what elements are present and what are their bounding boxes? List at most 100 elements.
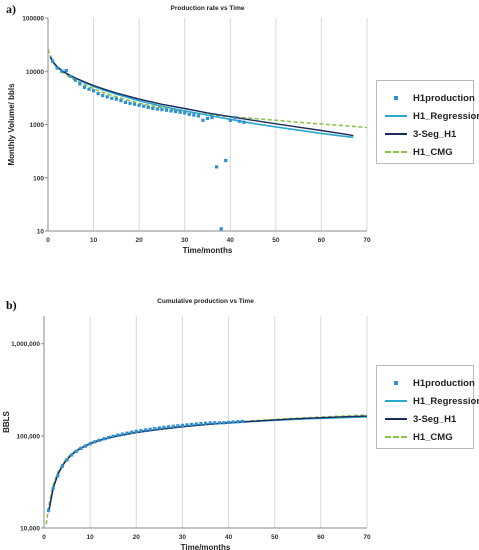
- x-tick-label-0: 0: [46, 237, 50, 244]
- point-h1production-34: [203, 421, 208, 425]
- production-rate-chart: 0 10 20 30 40 50 60 7010100100010000100000Produ…: [7, 5, 371, 255]
- series-line-h1-cmg: [47, 48, 368, 129]
- x-tick-label-0: 0: [42, 534, 46, 541]
- point-h1production-10: [93, 440, 97, 444]
- x-tick-label-2: 20: [136, 237, 144, 244]
- point-h1production-40: [231, 420, 235, 424]
- point-h1production-6: [78, 82, 82, 86]
- point-h1production-14: [114, 97, 118, 101]
- x-tick-label-3: 30: [181, 237, 189, 244]
- legend-b-marker-icon: [385, 377, 407, 389]
- legend-a-marker-icon: [385, 92, 407, 104]
- point-h1production-24: [157, 426, 161, 430]
- point-h1production-16: [123, 100, 128, 105]
- x-tick-label-4: 40: [227, 237, 235, 244]
- series-line-h1-regression: [49, 56, 354, 139]
- legend-b-item-cmg: H1_CMG: [377, 428, 453, 446]
- y-tick-label-1: 100,000: [17, 433, 41, 440]
- point-h1production-1: [51, 486, 55, 490]
- x-axis-label: Time/months: [183, 246, 233, 255]
- y-tick-label-1: 100: [33, 175, 44, 182]
- point-h1production-0: [47, 508, 51, 513]
- point-h1production-29: [180, 423, 185, 427]
- point-h1production-32: [196, 114, 200, 118]
- point-h1production-7: [79, 446, 83, 451]
- point-h1production-12: [102, 437, 106, 441]
- point-h1production-13: [110, 96, 114, 100]
- x-tick-label-7: 70: [363, 237, 371, 244]
- legend-b: H1production H1_Regression 3-Seg_H1 H1_C…: [376, 365, 479, 449]
- panel-label-b: b): [6, 298, 17, 312]
- point-h1production-7: [82, 85, 87, 89]
- point-h1production-18: [130, 430, 134, 434]
- point-h1production-11: [97, 438, 101, 442]
- y-tick-label-0: 10: [37, 229, 45, 236]
- point-h1production-23: [155, 107, 159, 111]
- point-h1production-32: [194, 422, 198, 426]
- point-h1production-39: [226, 420, 231, 425]
- point-h1production-28: [176, 424, 180, 428]
- y-tick-label-2: 1000: [30, 122, 45, 129]
- point-h1production-15: [119, 99, 123, 103]
- legend-a-item-3seg: 3-Seg_H1: [377, 125, 456, 143]
- point-h1production-39: [228, 118, 232, 122]
- point-h1production-21: [146, 105, 150, 109]
- series-line-3-seg-h1: [49, 56, 354, 137]
- x-tick-label-5: 50: [272, 237, 280, 244]
- legend-b-item-regression: H1_Regression: [377, 392, 479, 410]
- point-h1production-14: [111, 434, 115, 438]
- point-h1production-41: [237, 119, 241, 123]
- legend-b-item-3seg: 3-Seg_H1: [377, 410, 456, 428]
- y-tick-label-3: 10000: [26, 69, 44, 76]
- x-tick-label-1: 10: [90, 237, 98, 244]
- point-h1production-6: [74, 449, 78, 453]
- point-h1production-37: [219, 227, 223, 231]
- x-axis-label: Time/months: [181, 543, 231, 550]
- point-h1production-8: [87, 87, 91, 91]
- legend-b-item-production: H1production: [377, 374, 475, 392]
- legend-a-line-icon: [385, 110, 407, 122]
- point-h1production-25: [164, 108, 169, 112]
- y-tick-label-0: 10,000: [20, 526, 40, 533]
- series-line-h1-regression: [47, 416, 368, 512]
- point-h1production-31: [192, 113, 196, 117]
- point-h1production-25: [162, 425, 166, 429]
- x-tick-label-4: 40: [225, 534, 233, 541]
- legend-a-dash-icon: [385, 146, 407, 158]
- point-h1production-19: [137, 103, 141, 107]
- point-h1production-3: [60, 464, 65, 468]
- point-h1production-20: [139, 429, 143, 433]
- legend-a-item-production: H1production: [377, 89, 475, 107]
- point-h1production-27: [174, 109, 178, 114]
- legend-a-item-regression: H1_Regression: [377, 107, 479, 125]
- point-h1production-31: [190, 422, 194, 427]
- legend-a: H1production H1_Regression 3-Seg_H1 H1_C…: [376, 80, 479, 164]
- point-h1production-11: [101, 93, 105, 98]
- x-tick-label-2: 20: [133, 534, 141, 541]
- point-h1production-16: [120, 432, 125, 436]
- point-h1production-17: [125, 431, 129, 435]
- point-h1production-13: [107, 435, 111, 440]
- point-h1production-17: [128, 101, 132, 105]
- point-h1production-36: [215, 165, 219, 169]
- point-h1production-22: [151, 106, 155, 111]
- point-h1production-30: [187, 112, 191, 116]
- chart-title: Production rate vs Time: [171, 5, 245, 12]
- point-h1production-19: [134, 429, 138, 433]
- point-h1production-5: [70, 453, 74, 457]
- point-h1production-38: [224, 158, 228, 163]
- point-h1production-42: [240, 419, 245, 424]
- panel-label-a: a): [6, 2, 16, 16]
- cumulative-production-chart: 0 10 20 30 40 50 60 70 10,000 100,000 1,000,000 Cum…: [2, 298, 371, 550]
- point-h1production-1: [55, 66, 59, 70]
- point-h1production-22: [148, 427, 152, 431]
- x-tick-label-5: 50: [271, 534, 279, 541]
- point-h1production-29: [183, 111, 187, 115]
- point-h1production-33: [199, 422, 203, 426]
- x-tick-label-1: 10: [87, 534, 95, 541]
- point-h1production-20: [142, 104, 146, 108]
- point-h1production-9: [91, 89, 96, 93]
- point-h1production-30: [185, 423, 189, 427]
- y-tick-label-4: 100000: [22, 16, 44, 23]
- series-line-3-seg-h1: [47, 415, 368, 513]
